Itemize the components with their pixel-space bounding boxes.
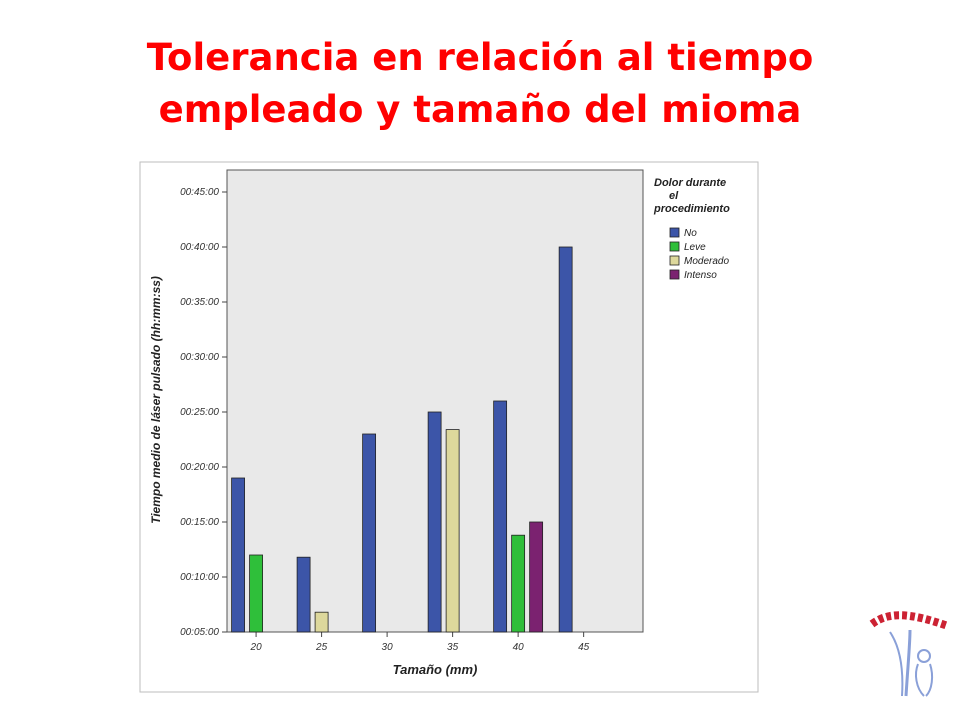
slide-title-line-2: empleado y tamaño del mioma <box>158 88 802 131</box>
x-tick-label: 25 <box>315 642 328 653</box>
x-axis: 20 25 30 35 40 45 <box>250 632 590 653</box>
y-tick-label: 00:20:00 <box>180 462 219 473</box>
x-tick-label: 20 <box>250 642 263 653</box>
y-tick-label: 00:10:00 <box>180 572 219 583</box>
legend-swatch-moderado <box>669 255 680 266</box>
x-axis-title: Tamaño (mm) <box>393 662 478 677</box>
legend-swatch-leve <box>669 241 680 252</box>
bar-no-20 <box>231 477 245 633</box>
y-tick-label: 00:05:00 <box>180 627 219 638</box>
bar-no-40 <box>493 400 508 633</box>
y-axis: 00:05:00 00:10:00 00:15:00 00:20:00 00:25:00… <box>180 187 227 638</box>
legend-label-intenso: Intenso <box>684 270 717 281</box>
y-tick-label: 00:45:00 <box>180 187 219 198</box>
slide-title: Tolerancia en relación al tiempo emplead… <box>0 32 960 136</box>
slide-title-line-1: Tolerancia en relación al tiempo <box>146 36 814 79</box>
y-tick-label: 00:35:00 <box>180 297 219 308</box>
legend-title: Dolor durante el procedimiento <box>653 177 730 215</box>
legend-swatch-no <box>669 227 680 238</box>
bar-no-35 <box>427 411 442 633</box>
y-tick-label: 00:40:00 <box>180 242 219 253</box>
legend-label-leve: Leve <box>684 242 706 253</box>
bar-no-45 <box>558 246 573 633</box>
legend-label-no: No <box>684 228 697 239</box>
y-tick-label: 00:30:00 <box>180 352 219 363</box>
y-tick-label: 00:15:00 <box>180 517 219 528</box>
y-tick-label: 00:25:00 <box>180 407 219 418</box>
x-tick-label: 40 <box>513 642 525 653</box>
institution-logo <box>869 611 950 697</box>
bar-no-25 <box>296 556 311 633</box>
bar-no-30 <box>362 433 377 633</box>
bar-moderado-25 <box>314 611 329 633</box>
y-axis-title: Tiempo medio de láser pulsado (hh:mm:ss) <box>149 276 163 524</box>
bar-intenso-40 <box>529 521 544 633</box>
bar-moderado-35 <box>445 429 460 633</box>
x-tick-label: 35 <box>447 642 459 653</box>
legend: Dolor durante el procedimiento No Leve Modera… <box>653 177 730 281</box>
bar-leve-40 <box>511 534 526 633</box>
x-tick-label: 30 <box>382 642 394 653</box>
legend-swatch-intenso <box>669 269 680 280</box>
bar-leve-20 <box>249 554 263 633</box>
x-tick-label: 45 <box>578 642 590 653</box>
bars <box>231 246 573 633</box>
legend-label-moderado: Moderado <box>684 256 729 267</box>
